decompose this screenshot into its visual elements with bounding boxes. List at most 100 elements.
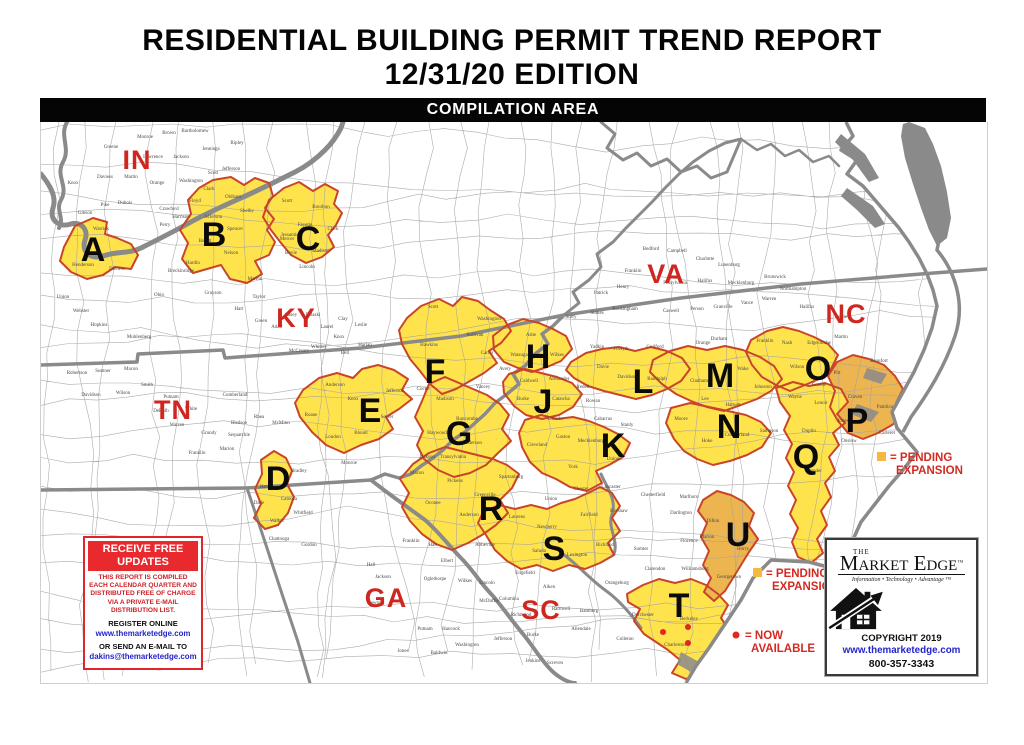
county-label: Jefferson (204, 215, 223, 220)
page-title: RESIDENTIAL BUILDING PERMIT TREND REPORT… (0, 24, 1024, 92)
county-label: Duplin (802, 429, 816, 434)
county-label: Caldwell (520, 379, 539, 384)
county-label: Horry (737, 547, 749, 552)
copyright-label: COPYRIGHT 2019 (861, 633, 942, 644)
page-title-line1: RESIDENTIAL BUILDING PERMIT TREND REPORT (142, 24, 882, 57)
county-label: Greene (104, 145, 119, 150)
county-label: Putnam (163, 395, 178, 400)
county-label: Pike (101, 203, 111, 208)
county-label: Florence (680, 539, 698, 544)
county-label: Oconee (425, 501, 441, 506)
county-label: Gaston (556, 435, 571, 440)
county-label: Henry (617, 285, 630, 290)
county-label: Stokes (590, 311, 603, 316)
county-label: Iredell (576, 385, 590, 390)
county-label: Gordon (301, 543, 317, 548)
updates-box-header: RECEIVE FREE UPDATES (88, 541, 198, 571)
region-N (666, 403, 771, 465)
county-label: Greene (428, 371, 443, 376)
county-label: Beaufort (870, 359, 888, 364)
county-label: Macon (410, 471, 424, 476)
county-label: Washington (455, 643, 479, 648)
region-letter-J: J (534, 383, 553, 421)
county-label: Guilford (646, 345, 664, 350)
county-label: Bledsoe (231, 421, 248, 426)
county-label: Transylvania (440, 455, 467, 460)
county-label: Madison (436, 397, 454, 402)
county-label: Saluda (532, 549, 546, 554)
county-label: Oldham (225, 195, 241, 200)
region-letters: A B C D E FG HJ KL MN OPQ R S TU (81, 216, 869, 625)
market-edge-brand: THE Market Edge™ (827, 548, 976, 575)
region-letter-C: C (296, 220, 321, 258)
county-label: Macon (124, 367, 138, 372)
region-F-outline (398, 296, 512, 395)
county-label: Sullivan (467, 333, 484, 338)
county-label: Monroe (137, 135, 154, 140)
ky-tn-border (41, 313, 566, 367)
county-label: Knox (347, 397, 359, 402)
region-letter-U: U (726, 516, 751, 554)
region-M (650, 346, 782, 411)
region-letter-O: O (805, 350, 831, 388)
county-label: Pickens (447, 479, 463, 484)
wabash-river (57, 122, 69, 230)
county-label: Daviess (109, 267, 125, 272)
atlantic-coastline (684, 122, 939, 683)
updates-body-line: EACH CALENDAR QUARTER AND (89, 582, 197, 590)
receive-free-updates-box: RECEIVE FREE UPDATES THIS REPORT IS COMP… (83, 536, 203, 670)
county-label: Spartanburg (499, 475, 524, 480)
region-letter-Q: Q (793, 438, 819, 476)
page-title-line2: 12/31/20 EDITION (384, 58, 640, 91)
region-letter-L: L (633, 363, 654, 401)
state-label-TN: TN (154, 395, 192, 425)
county-label: Knox (333, 335, 345, 340)
county-label: Hamilton (260, 485, 279, 490)
county-label: Pamlico (877, 405, 894, 410)
county-label: Union (607, 457, 620, 462)
county-label: Cleveland (527, 443, 548, 448)
county-label: White (185, 407, 198, 412)
pending-expansion-swatch (753, 568, 762, 577)
updates-body-line: DISTRIBUTED FREE OF CHARGE (90, 590, 196, 598)
county-label: Bourbon (312, 205, 330, 210)
region-letter-T: T (669, 587, 690, 625)
market-edge-website-link[interactable]: www.themarketedge.com (842, 645, 961, 656)
contact-email-link[interactable]: dakins@themarketedge.com (89, 652, 197, 662)
brand-name-text: Market Edge (839, 551, 958, 575)
region-Q-outline (775, 381, 849, 564)
county-label: Wayne (788, 395, 803, 400)
estuary (851, 404, 879, 422)
county-label: Franklin (403, 539, 420, 544)
county-label: Hawkins (420, 343, 438, 348)
updates-body-line: THIS REPORT IS COMPILED (98, 574, 188, 581)
region-U-outline (697, 490, 759, 602)
county-label: Hall (367, 563, 376, 568)
county-label: Greene (812, 383, 827, 388)
county-label: Halifax (800, 305, 815, 310)
county-label: Caswell (663, 309, 680, 314)
region-K-outline (518, 414, 631, 492)
county-label: Jones (837, 419, 848, 424)
county-mesh (41, 122, 937, 683)
county-label: Laurens (509, 515, 525, 520)
county-label: Clark (203, 187, 215, 192)
county-label: Wilson (116, 391, 131, 396)
county-label: Robertson (67, 371, 88, 376)
register-online-link[interactable]: www.themarketedge.com (95, 629, 191, 639)
county-label: Charlotte (696, 257, 715, 262)
region-letter-R: R (479, 490, 504, 528)
region-L-outline (565, 346, 691, 400)
county-label: Crawford (159, 207, 179, 212)
county-label: Washington (179, 179, 203, 184)
county-label: Cocke (417, 387, 431, 392)
county-label: Screven (547, 661, 564, 666)
county-label: Henderson (72, 263, 94, 268)
county-label: Marion (248, 277, 263, 282)
county-label: Johnston (754, 385, 772, 390)
county-label: Sevier (381, 415, 394, 420)
county-label: Richland (596, 543, 615, 548)
county-label: Union (57, 295, 70, 300)
